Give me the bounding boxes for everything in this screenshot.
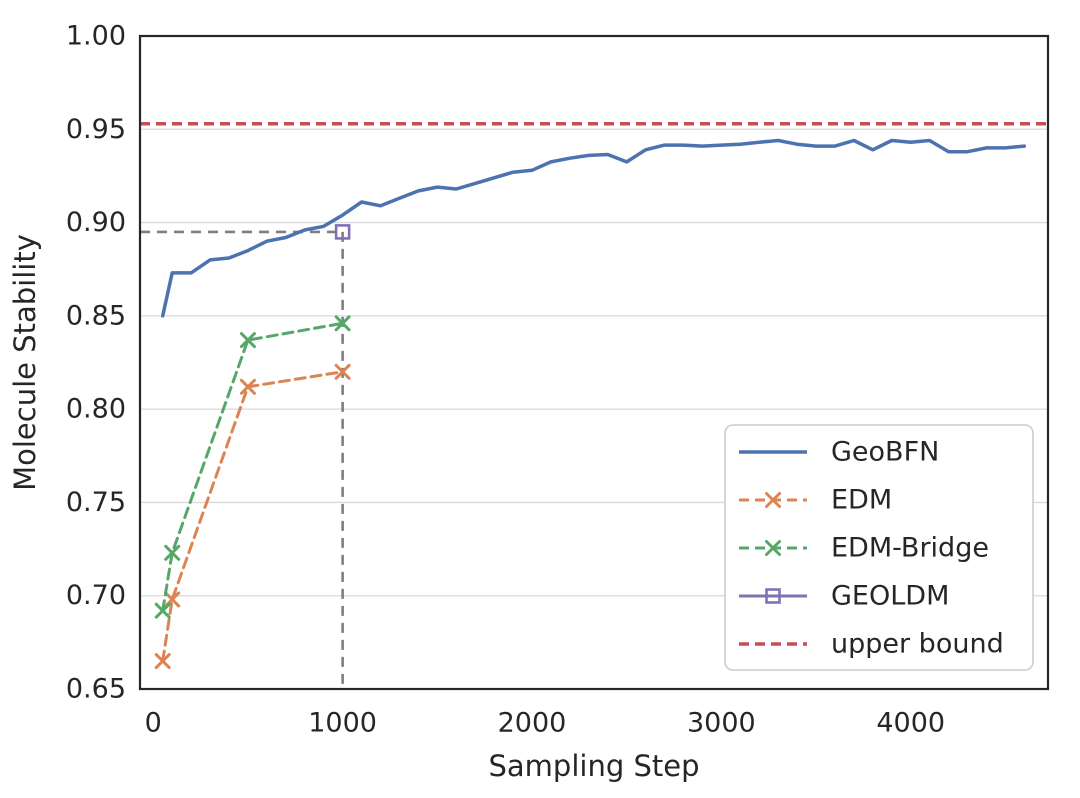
y-tick-label: 0.95 — [66, 114, 126, 145]
x-marker — [239, 378, 256, 395]
x-marker — [765, 492, 781, 508]
x-tick-label: 4000 — [876, 708, 945, 739]
x-tick-label: 0 — [145, 708, 162, 739]
y-tick-label: 0.65 — [66, 674, 126, 705]
x-tick-label: 1000 — [308, 708, 377, 739]
x-marker — [334, 363, 351, 380]
x-marker — [765, 540, 781, 556]
y-tick-label: 0.70 — [66, 580, 126, 611]
series-edm-bridge-line — [161, 321, 345, 613]
x-tick-label: 3000 — [687, 708, 756, 739]
legend-label-geoldm: GEOLDM — [831, 581, 949, 612]
y-tick-label: 0.90 — [66, 207, 126, 238]
x-marker — [154, 653, 171, 670]
square-marker — [765, 588, 781, 604]
x-marker — [239, 332, 256, 349]
axes-border — [138, 34, 1050, 691]
x-marker — [154, 602, 171, 619]
y-tick-label: 0.85 — [66, 300, 126, 331]
y-tick-label: 0.80 — [66, 394, 126, 425]
x-marker — [164, 544, 181, 561]
legend-label-edm: EDM — [831, 485, 892, 516]
series-geobfn-line — [160, 138, 1027, 318]
series-edm-line — [161, 370, 345, 663]
x-axis-label: Sampling Step — [489, 749, 700, 783]
square-marker — [334, 224, 351, 240]
x-tick-label: 2000 — [498, 708, 567, 739]
y-tick-label: 0.75 — [66, 487, 126, 518]
legend-label-geobfn: GeoBFN — [831, 437, 939, 468]
y-tick-label: 1.00 — [66, 21, 126, 52]
legend-label-edm-bridge: EDM-Bridge — [831, 533, 989, 564]
y-axis-label: Molecule Stability — [8, 234, 42, 491]
x-marker — [334, 315, 351, 332]
legend-label-upper-bound: upper bound — [831, 629, 1004, 660]
legend-box — [724, 424, 1034, 671]
